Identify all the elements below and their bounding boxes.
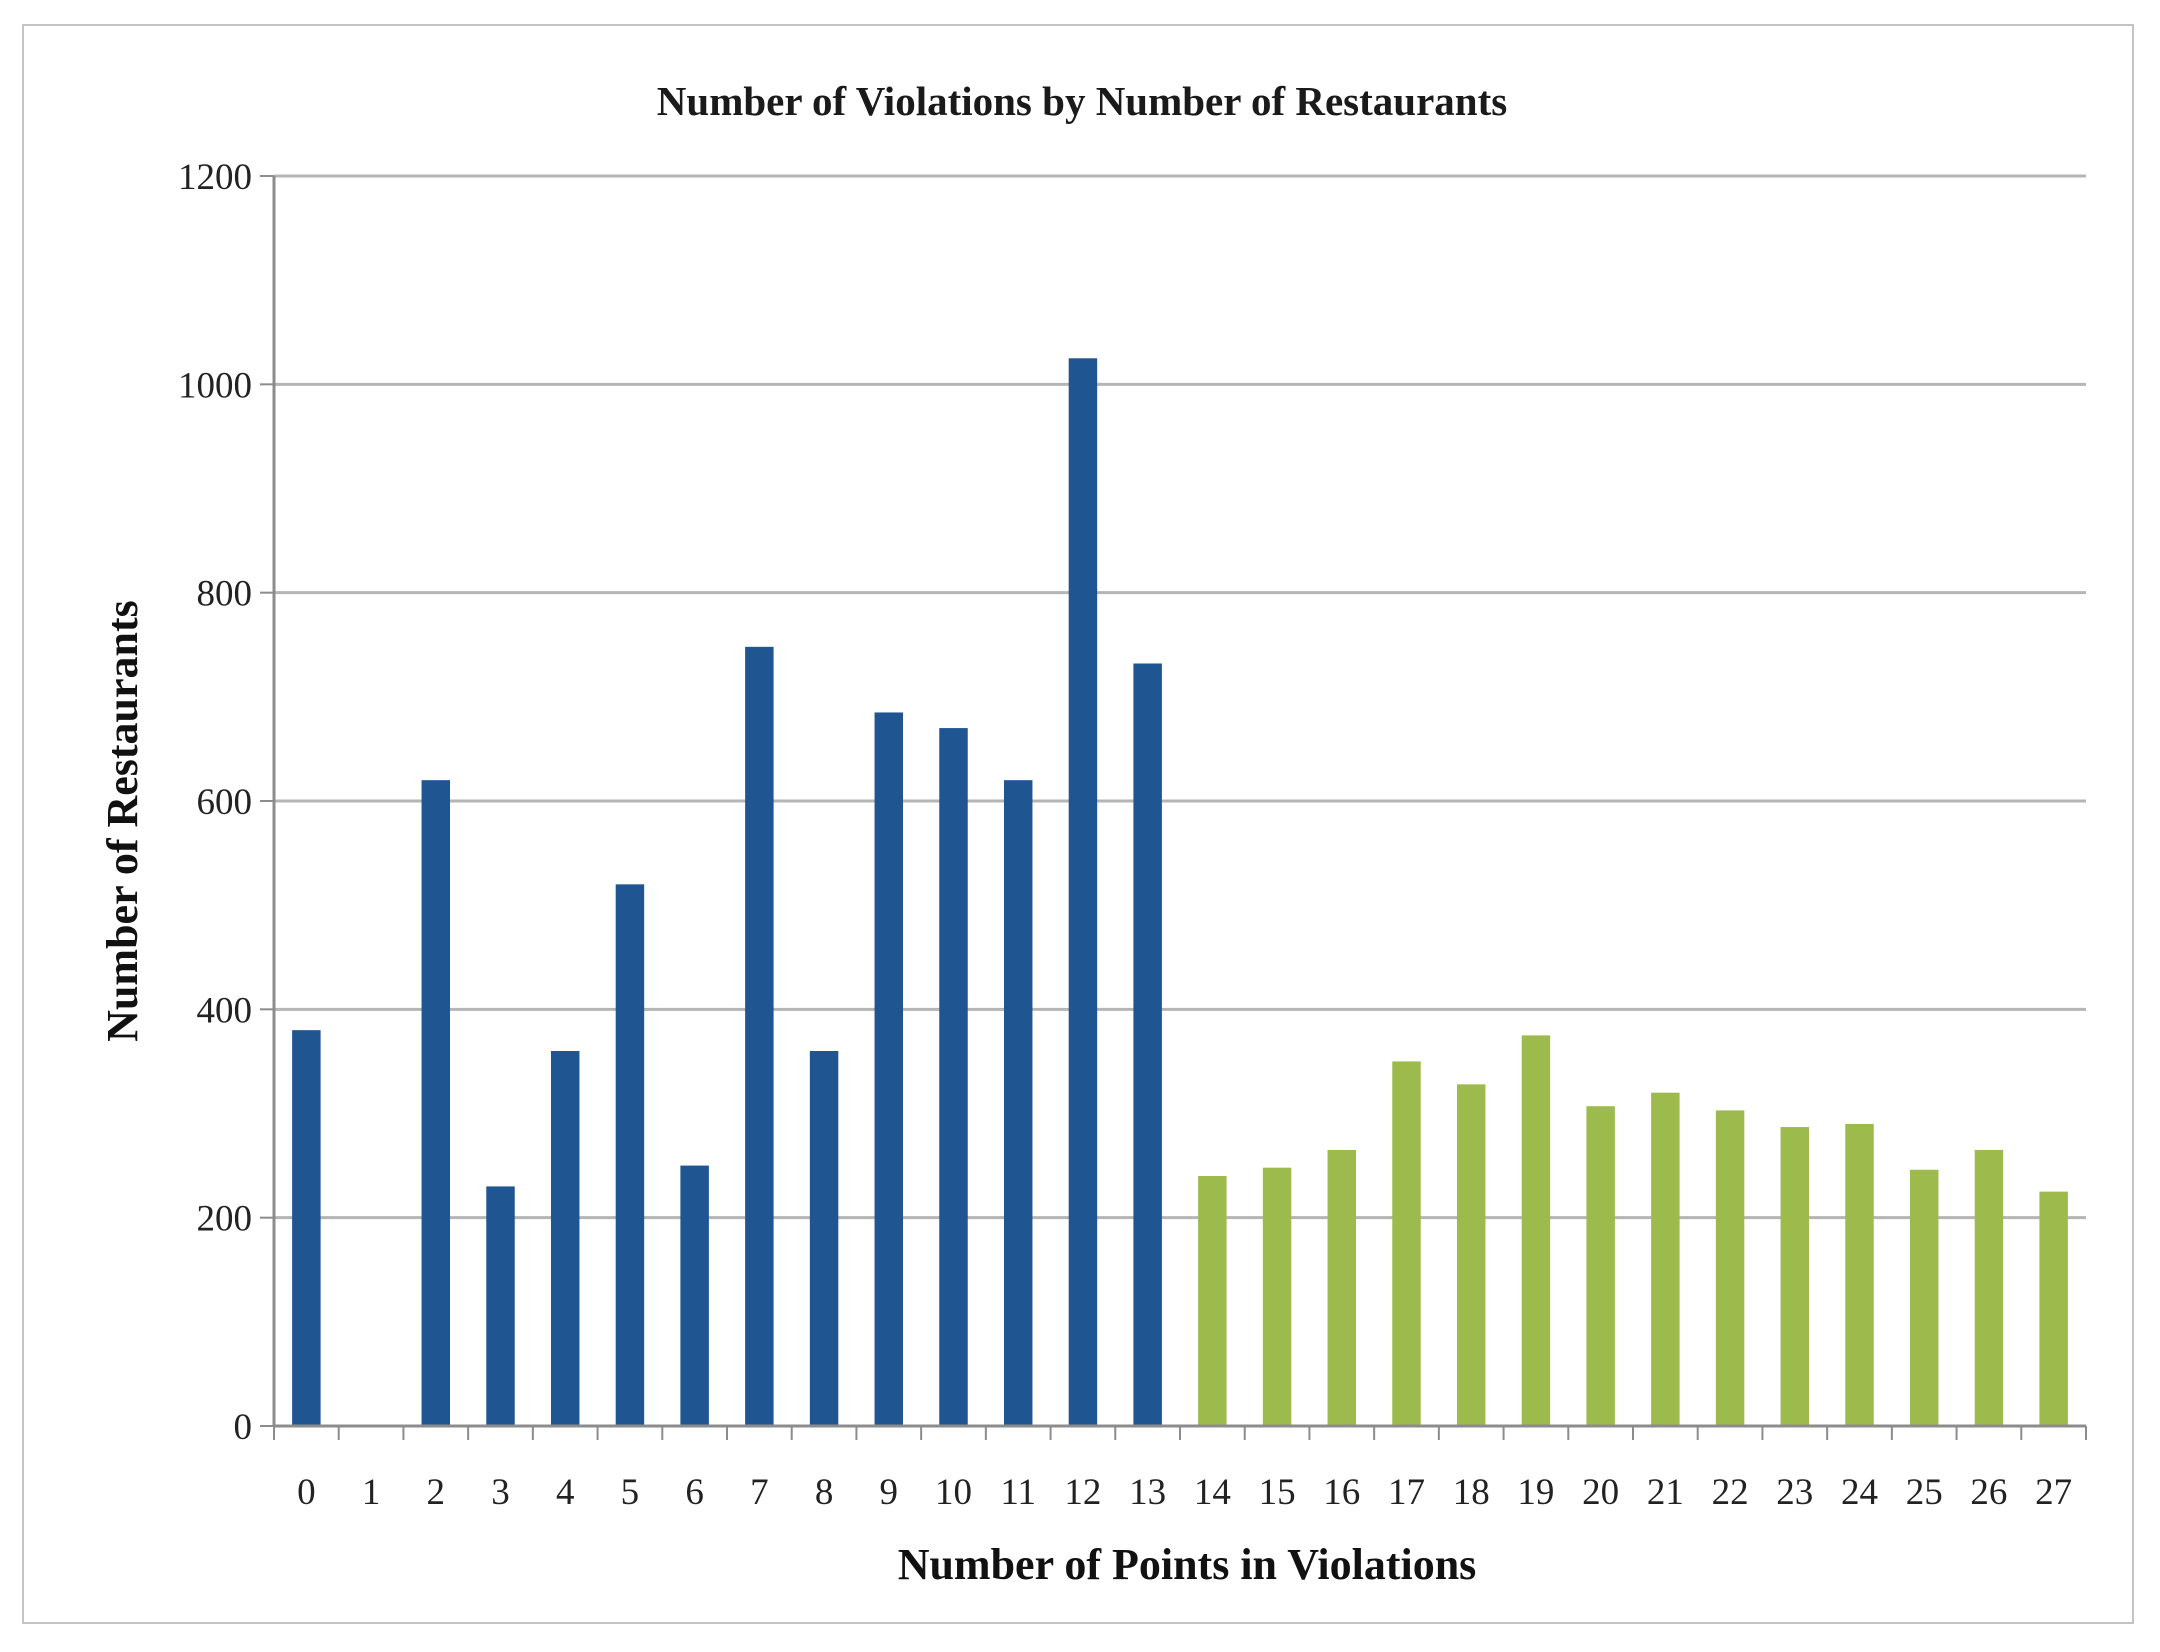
x-axis-title: Number of Points in Violations <box>898 1540 1477 1589</box>
y-tick-label: 1200 <box>178 157 252 198</box>
x-tick-label: 16 <box>1323 1472 1360 1513</box>
y-tick-labels: 0 200 400 600 800 1000 1200 <box>178 157 252 1448</box>
bar-4 <box>550 1051 580 1426</box>
bar-14 <box>1198 1176 1227 1426</box>
bar-17 <box>1392 1061 1421 1426</box>
x-tick-label: 3 <box>491 1472 510 1513</box>
bar-6 <box>680 1165 709 1426</box>
x-tick-label: 15 <box>1259 1472 1296 1513</box>
x-tick-label: 0 <box>297 1472 316 1513</box>
y-axis-title: Number of Restaurants <box>98 600 147 1042</box>
y-tick-label: 200 <box>197 1199 253 1240</box>
axes <box>272 176 2087 1440</box>
gridlines <box>260 174 2086 1427</box>
x-tick-label: 13 <box>1129 1472 1166 1513</box>
x-tick-label: 11 <box>1000 1472 1036 1513</box>
bar-27 <box>2039 1191 2068 1426</box>
x-tick-label: 14 <box>1194 1472 1231 1513</box>
bars <box>292 358 2068 1427</box>
bar-21 <box>1651 1092 1680 1426</box>
x-tick-label: 8 <box>815 1472 834 1513</box>
x-tick-label: 10 <box>935 1472 972 1513</box>
x-tick-label: 21 <box>1647 1472 1684 1513</box>
x-tick-label: 20 <box>1582 1472 1619 1513</box>
y-tick-label: 400 <box>197 990 253 1031</box>
bar-11 <box>1003 780 1033 1426</box>
bar-12 <box>1068 358 1098 1427</box>
bar-16 <box>1327 1149 1357 1426</box>
bar-2 <box>421 780 451 1426</box>
x-tick-label: 22 <box>1712 1472 1749 1513</box>
x-tick-label: 19 <box>1517 1472 1554 1513</box>
bar-10 <box>939 728 968 1426</box>
bar-26 <box>1974 1149 2004 1426</box>
x-tick-label: 6 <box>685 1472 704 1513</box>
x-tick-label: 9 <box>880 1472 899 1513</box>
x-tick-label: 12 <box>1064 1472 1101 1513</box>
x-tick-label: 1 <box>362 1472 381 1513</box>
bar-8 <box>809 1051 839 1426</box>
bar-23 <box>1780 1127 1810 1426</box>
bar-20 <box>1586 1106 1615 1426</box>
bar-5 <box>615 884 645 1426</box>
x-tick-label: 27 <box>2035 1472 2072 1513</box>
y-tick-label: 800 <box>197 574 253 615</box>
bar-24 <box>1845 1123 1874 1426</box>
x-tick-label: 26 <box>1970 1472 2007 1513</box>
bar-13 <box>1133 663 1162 1426</box>
x-tick-label: 4 <box>556 1472 575 1513</box>
y-tick-label: 600 <box>197 782 253 823</box>
x-tick-label: 23 <box>1776 1472 1813 1513</box>
bar-19 <box>1521 1035 1551 1426</box>
bar-0 <box>292 1030 321 1426</box>
bar-18 <box>1456 1084 1486 1426</box>
chart-title: Number of Violations by Number of Restau… <box>657 78 1507 124</box>
bar-22 <box>1715 1110 1745 1426</box>
bar-15 <box>1262 1167 1292 1426</box>
x-tick-label: 5 <box>621 1472 640 1513</box>
chart-frame: Number of Violations by Number of Restau… <box>22 24 2134 1624</box>
x-tick-label: 2 <box>427 1472 446 1513</box>
x-tick-label: 7 <box>750 1472 769 1513</box>
x-tick-label: 25 <box>1906 1472 1943 1513</box>
bar-25 <box>1909 1169 1939 1426</box>
bar-9 <box>874 712 904 1426</box>
x-tick-label: 24 <box>1841 1472 1878 1513</box>
bar-chart: Number of Violations by Number of Restau… <box>98 78 2087 1589</box>
y-tick-label: 0 <box>234 1407 253 1448</box>
x-tick-labels: 0 1 2 3 4 5 6 7 8 9 10 11 12 13 14 15 16 17 18 19 20 21 22 23 24… <box>297 1472 2072 1513</box>
y-tick-label: 1000 <box>178 365 252 406</box>
x-tick-label: 18 <box>1453 1472 1490 1513</box>
bar-7 <box>745 646 774 1426</box>
x-tick-label: 17 <box>1388 1472 1425 1513</box>
bar-3 <box>486 1186 515 1426</box>
